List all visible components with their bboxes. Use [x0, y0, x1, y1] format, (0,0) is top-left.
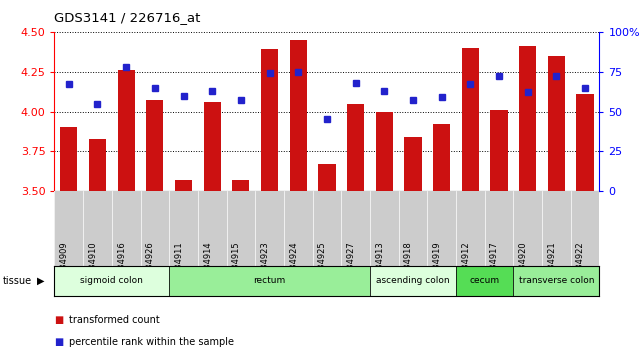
Bar [347, 104, 364, 191]
Bar [54, 266, 169, 296]
Text: transverse colon: transverse colon [519, 276, 594, 285]
Bar [376, 112, 393, 191]
Bar [576, 94, 594, 191]
Text: ■: ■ [54, 315, 63, 325]
Text: tissue: tissue [3, 275, 32, 286]
Text: cecum: cecum [470, 276, 500, 285]
Bar [89, 138, 106, 191]
Bar [175, 180, 192, 191]
Bar [319, 164, 335, 191]
Bar [519, 46, 537, 191]
Bar [261, 50, 278, 191]
Bar [370, 266, 456, 296]
Bar [404, 137, 422, 191]
Bar [60, 127, 78, 191]
Bar [117, 70, 135, 191]
Text: percentile rank within the sample: percentile rank within the sample [69, 337, 233, 347]
Text: rectum: rectum [253, 276, 286, 285]
Bar [433, 124, 450, 191]
Bar [146, 100, 163, 191]
Bar [232, 180, 249, 191]
Text: sigmoid colon: sigmoid colon [80, 276, 144, 285]
Bar [462, 48, 479, 191]
Bar [204, 102, 221, 191]
Text: GDS3141 / 226716_at: GDS3141 / 226716_at [54, 11, 201, 24]
Bar [169, 266, 370, 296]
Text: transformed count: transformed count [69, 315, 160, 325]
Text: ■: ■ [54, 337, 63, 347]
Text: ascending colon: ascending colon [376, 276, 450, 285]
Bar [547, 56, 565, 191]
Bar [513, 266, 599, 296]
Text: ▶: ▶ [37, 275, 44, 286]
Bar [290, 40, 307, 191]
Bar [456, 266, 513, 296]
Bar [490, 110, 508, 191]
